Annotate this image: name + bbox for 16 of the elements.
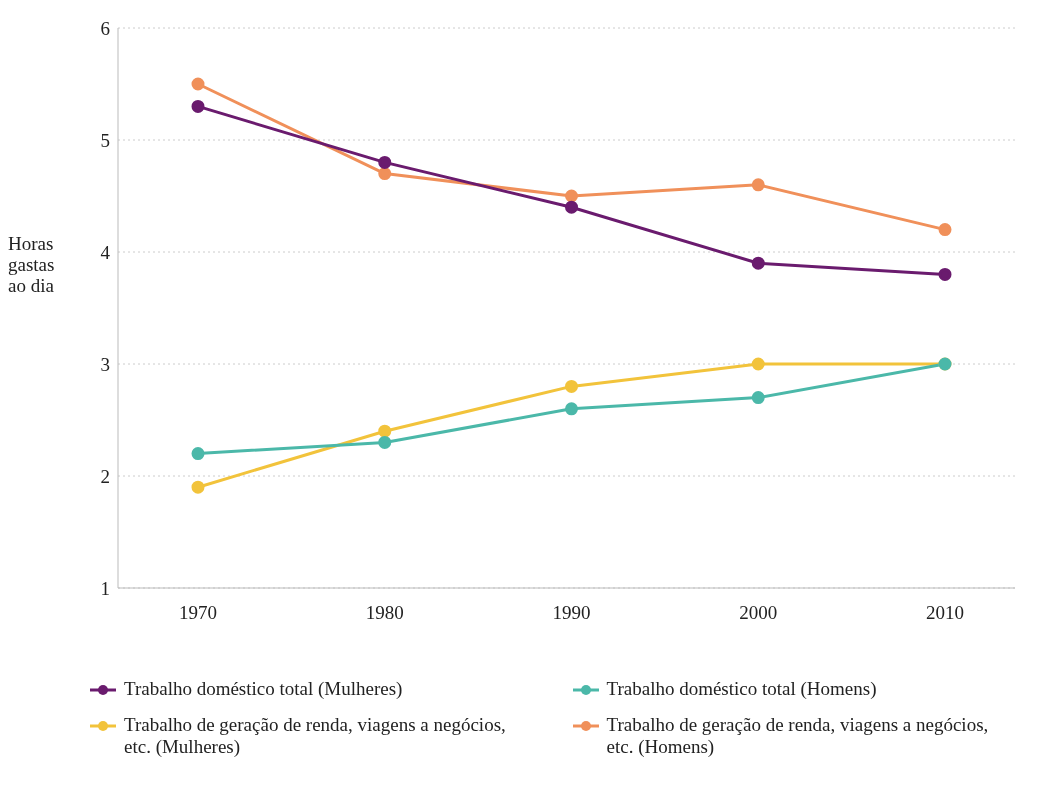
y-tick-label: 3 (100, 353, 110, 375)
y-axis-title: Horas gastas ao dia (8, 232, 56, 298)
y-tick-label: 4 (100, 241, 111, 263)
legend-label: Trabalho doméstico total (Mulheres) (124, 678, 403, 700)
y-tick-label: 5 (100, 129, 110, 151)
y-tick-label: 6 (100, 17, 110, 39)
x-tick-label: 2010 (926, 602, 964, 624)
x-tick-label: 1970 (179, 602, 217, 624)
x-tick-label: 1990 (552, 602, 591, 624)
legend-label: Trabalho de geração de renda, viagens a negócios, etc. (Homens) (606, 714, 990, 758)
x-tick-label: 2000 (739, 602, 778, 624)
legend-label: Trabalho doméstico total (Homens) (606, 678, 877, 700)
y-tick-label: 1 (100, 577, 110, 599)
legend-label: Trabalho de geração de renda, viagens a negócios, etc. (Mulheres) (124, 714, 507, 758)
y-tick-label: 2 (100, 465, 110, 487)
x-tick-label: 1980 (365, 602, 404, 624)
